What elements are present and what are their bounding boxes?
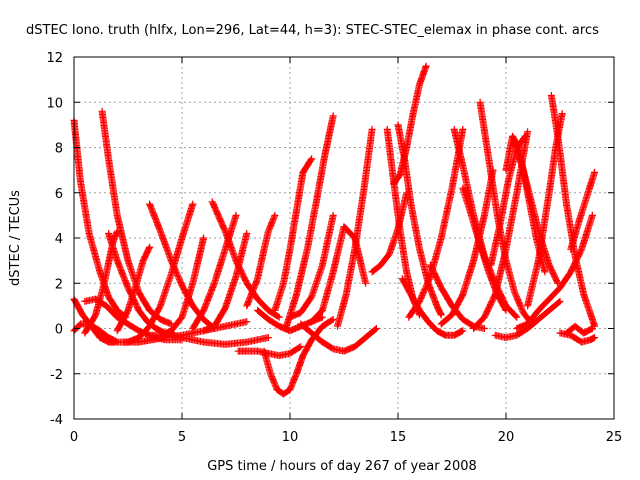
data-point-markers (556, 329, 599, 346)
x-tick-label: 25 (606, 430, 623, 445)
data-arc (556, 329, 599, 346)
data-point-markers (567, 168, 599, 253)
data-point-markers (243, 211, 279, 310)
data-arc (208, 198, 283, 321)
y-axis-ticks: -4 -2 0 2 4 6 8 10 12 (46, 51, 614, 428)
data-arc (243, 211, 279, 310)
data-point-markers (286, 211, 337, 321)
y-axis-label: dSTEC / TECUs (8, 190, 23, 286)
y-tick-label: 8 (55, 142, 63, 157)
data-arc (286, 211, 337, 321)
x-tick-label: 20 (498, 430, 515, 445)
data-point-markers (394, 121, 445, 319)
x-axis-ticks: 0 5 10 15 20 25 (70, 57, 622, 445)
y-tick-label: 2 (55, 277, 63, 292)
y-tick-label: 12 (46, 51, 63, 66)
data-point-markers (135, 200, 197, 342)
y-tick-label: -2 (50, 368, 63, 383)
data-point-markers (308, 223, 370, 326)
x-tick-label: 0 (70, 430, 78, 445)
x-tick-label: 5 (178, 430, 186, 445)
data-point-markers (334, 125, 376, 330)
data-point-markers (297, 320, 380, 355)
data-point-markers (208, 198, 283, 321)
data-point-markers (282, 112, 337, 332)
data-point-markers (547, 92, 599, 330)
data-arc (394, 121, 445, 319)
y-tick-label: 0 (55, 323, 63, 338)
data-arc (260, 315, 337, 398)
x-axis-label: GPS time / hours of day 267 of year 2008 (207, 459, 477, 474)
data-arc (163, 329, 272, 348)
data-arc (282, 112, 337, 332)
data-arc (297, 320, 380, 355)
y-tick-label: -4 (50, 413, 63, 428)
x-tick-label: 10 (282, 430, 299, 445)
data-point-markers (163, 329, 272, 348)
data-point-markers (271, 155, 316, 314)
data-arc (547, 92, 599, 330)
y-tick-label: 6 (55, 187, 63, 202)
y-tick-label: 10 (46, 96, 63, 111)
data-arc (567, 168, 599, 253)
data-marks (70, 62, 599, 398)
y-tick-label: 4 (55, 232, 63, 247)
data-point-markers (113, 243, 154, 335)
chart-title: dSTEC Iono. truth (hlfx, Lon=296, Lat=44… (26, 23, 599, 38)
data-point-markers (398, 275, 467, 339)
data-point-markers (491, 297, 564, 342)
data-arc (334, 125, 376, 330)
data-arc (135, 200, 197, 342)
data-arc (398, 275, 467, 339)
data-point-markers (260, 315, 337, 398)
x-tick-label: 15 (390, 430, 407, 445)
data-arc (113, 243, 154, 335)
data-arc (491, 297, 564, 342)
data-arc (308, 223, 370, 326)
data-arc (271, 155, 316, 314)
